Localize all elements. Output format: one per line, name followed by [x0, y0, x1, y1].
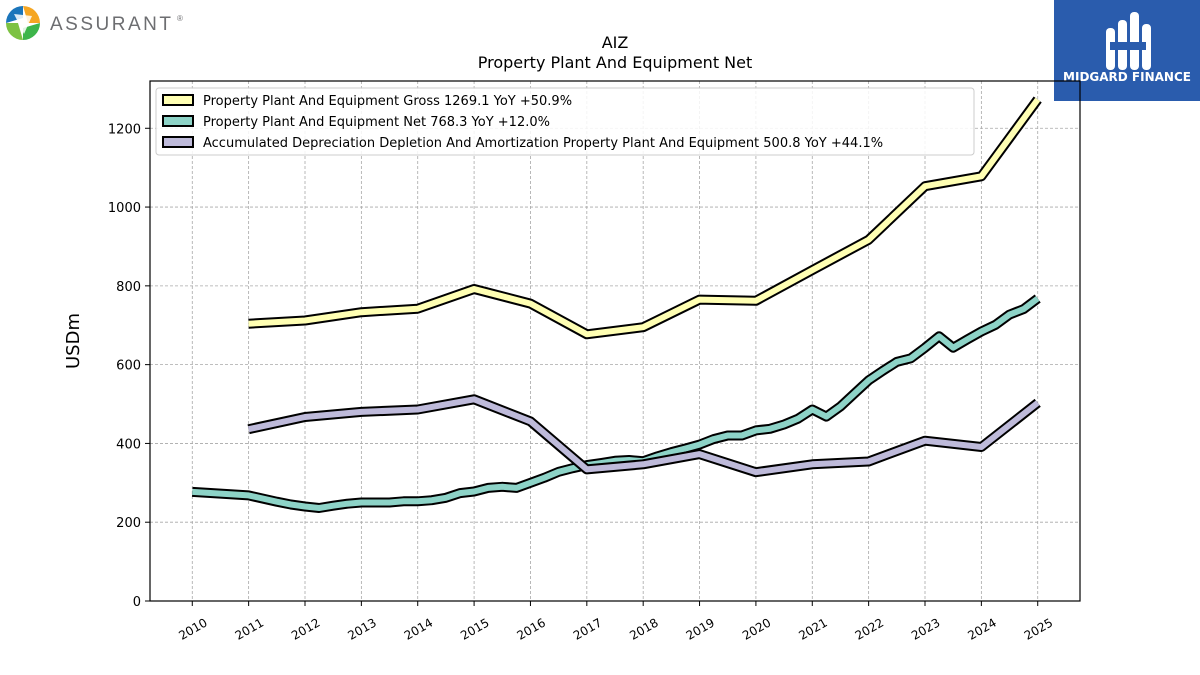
x-tick-label: 2022: [853, 615, 886, 642]
chart-title: AIZ: [602, 33, 629, 52]
x-tick-label: 2011: [233, 615, 266, 642]
x-tick-label: 2025: [1022, 615, 1055, 642]
series-fill-line: [247, 396, 1040, 476]
x-tick-label: 2024: [965, 615, 998, 642]
series-fill-line: [248, 97, 1041, 338]
y-tick-label: 1000: [108, 201, 141, 216]
y-tick-label: 400: [116, 437, 141, 452]
midgard-emblem-icon: [1106, 12, 1151, 70]
midgard-wordmark: MIDGARD FINANCE: [1063, 70, 1191, 84]
x-tick-label: 2016: [515, 615, 548, 642]
midgard-finance-logo: MIDGARD FINANCE: [1054, 0, 1200, 101]
series-line-1: [248, 96, 1042, 340]
legend-box: [155, 87, 975, 156]
legend-swatch: [162, 115, 194, 127]
x-tick-label: 2023: [909, 615, 942, 642]
x-tick-label: 2015: [458, 615, 491, 642]
y-tick-label: 600: [116, 359, 141, 374]
legend-swatch: [162, 94, 194, 106]
y-tick-label: 0: [133, 595, 141, 610]
series-line-3: [247, 394, 1041, 478]
y-axis-label: USDm: [63, 313, 84, 369]
legend-label: Property Plant And Equipment Gross 1269.…: [203, 94, 572, 109]
x-axis: 2010 2011 2012 2013 2014 2015 2016 2017 2018 2019…: [176, 601, 1055, 643]
x-tick-label: 2013: [345, 615, 378, 642]
assurant-logo: ASSURANT ®: [6, 6, 183, 40]
x-tick-label: 2014: [402, 615, 435, 642]
plot-frame: [149, 80, 1081, 602]
legend-label: Accumulated Depreciation Depletion And A…: [203, 136, 883, 151]
x-tick-label: 2021: [796, 615, 829, 642]
series-layer: [191, 96, 1042, 513]
x-tick-label: 2012: [289, 615, 322, 642]
legend-label: Property Plant And Equipment Net 768.3 Y…: [203, 115, 550, 130]
assurant-wordmark: ASSURANT: [50, 14, 173, 35]
legend-swatch: [162, 136, 194, 148]
grid-lines: [150, 81, 1080, 601]
y-axis: 0 200 400 600 800 1000 1200: [108, 122, 150, 610]
assurant-registered-mark: ®: [177, 14, 183, 23]
x-tick-label: 2020: [740, 615, 773, 642]
x-tick-label: 2019: [684, 615, 717, 642]
y-tick-label: 800: [116, 280, 141, 295]
x-tick-label: 2017: [571, 615, 604, 642]
legend: Property Plant And Equipment Gross 1269.…: [155, 87, 975, 156]
x-tick-label: 2010: [176, 615, 209, 642]
y-tick-label: 200: [116, 516, 141, 531]
assurant-emblem-icon: [6, 6, 40, 40]
x-tick-label: 2018: [627, 615, 660, 642]
chart-subtitle: Property Plant And Equipment Net: [478, 53, 753, 72]
y-tick-label: 1200: [108, 122, 141, 137]
